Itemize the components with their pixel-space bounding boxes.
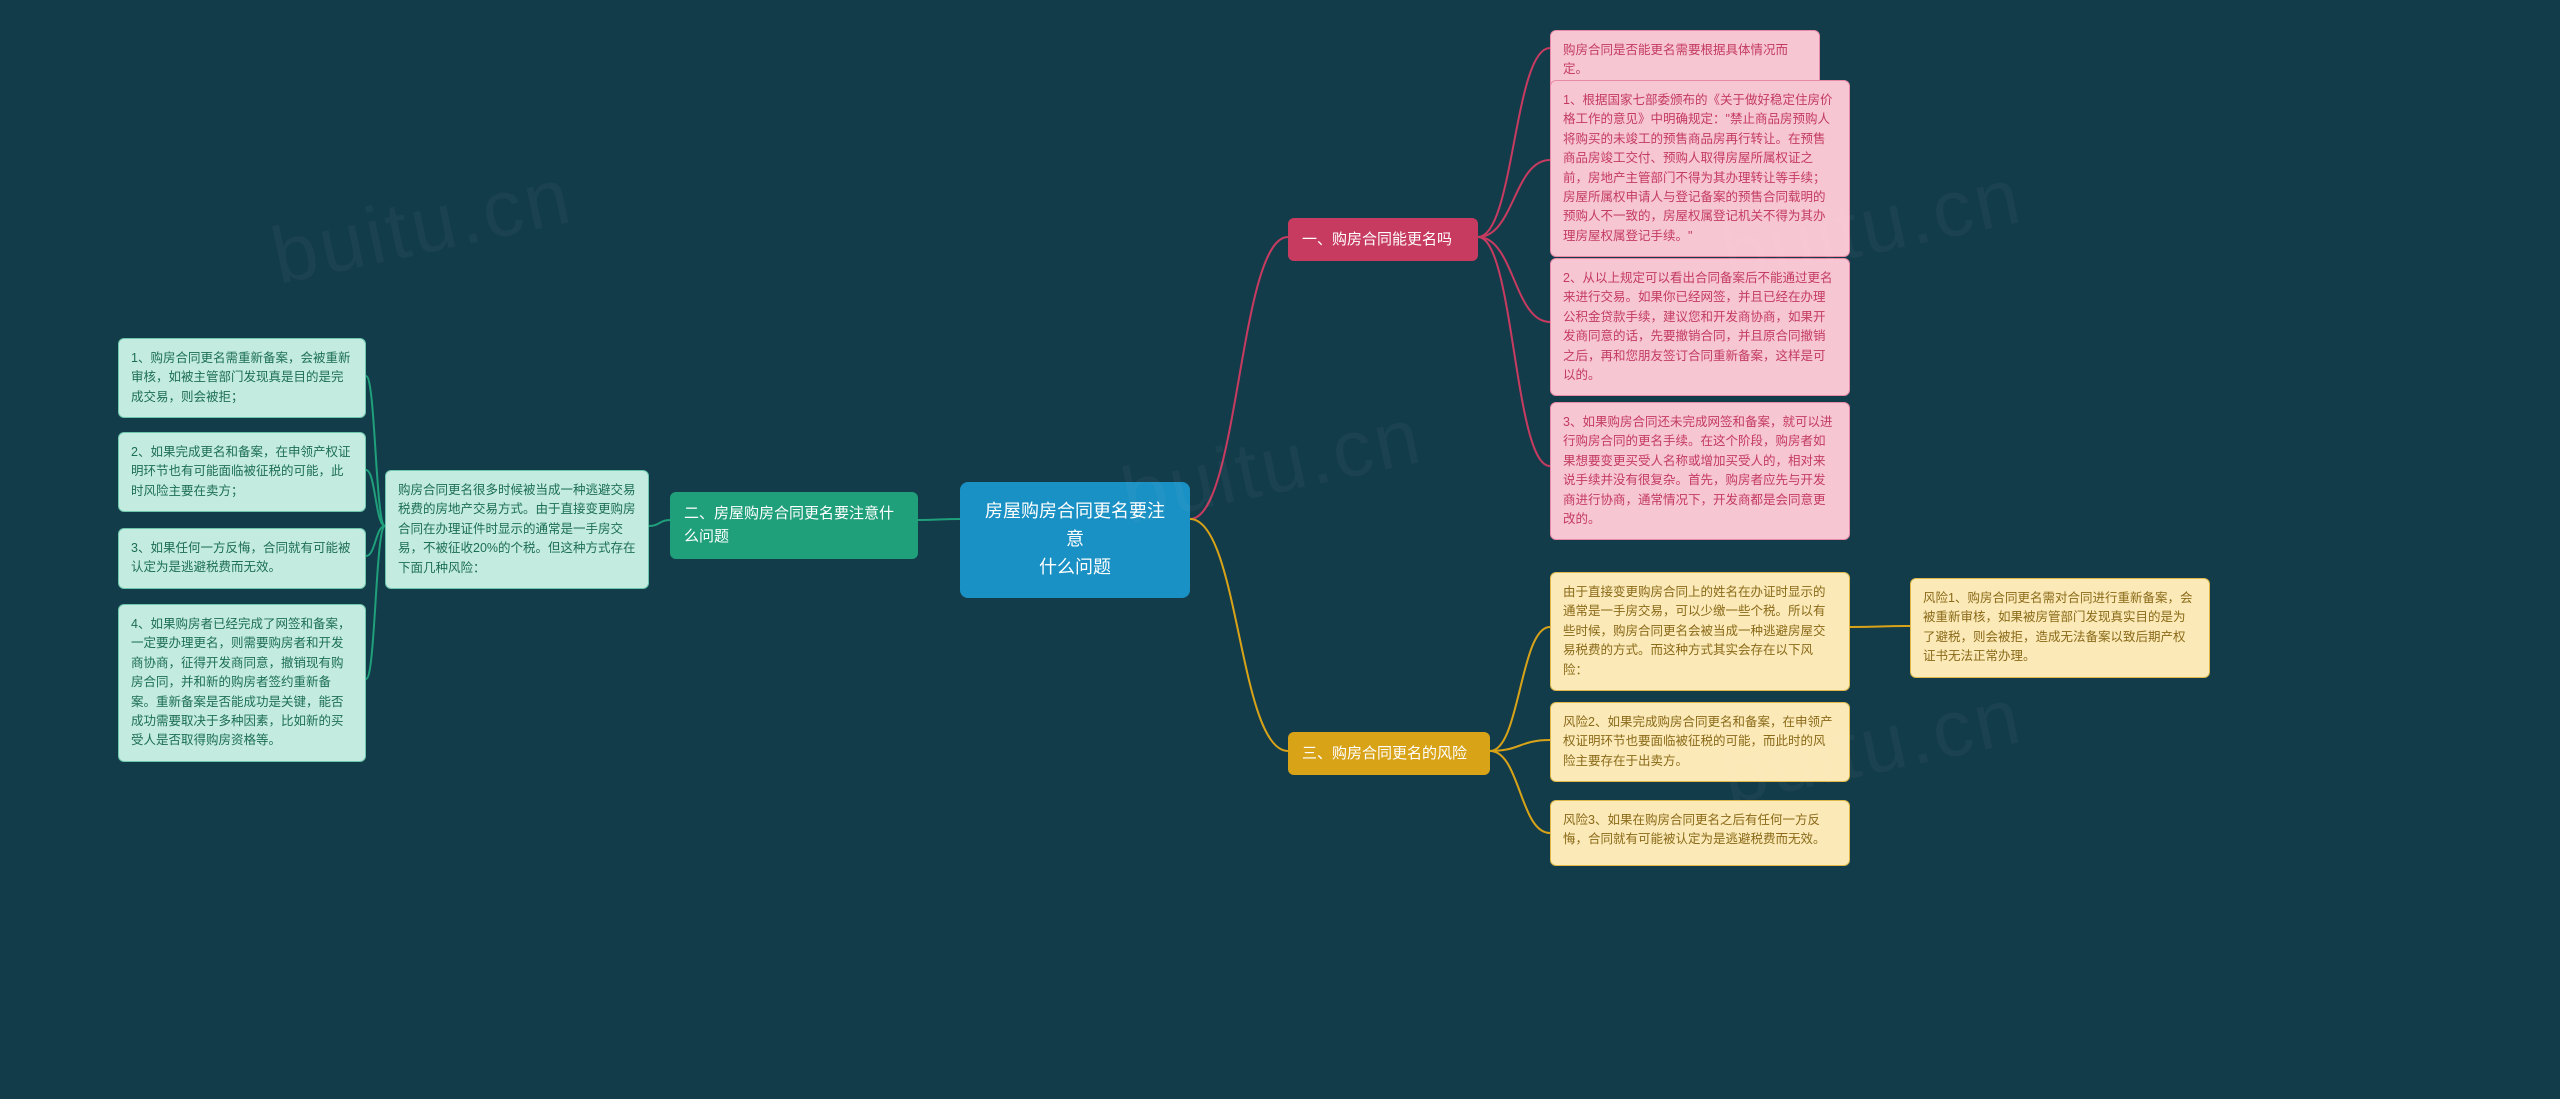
node-b2c3: 3、如果任何一方反悔，合同就有可能被认定为是逃避税费而无效。: [118, 528, 366, 589]
node-b3: 三、购房合同更名的风险: [1288, 732, 1490, 775]
node-b2: 二、房屋购房合同更名要注意什么问题: [670, 492, 918, 559]
node-b1c4: 3、如果购房合同还未完成网签和备案，就可以进行购房合同的更名手续。在这个阶段，购…: [1550, 402, 1850, 540]
node-b3c3: 风险3、如果在购房合同更名之后有任何一方反悔，合同就有可能被认定为是逃避税费而无…: [1550, 800, 1850, 866]
node-b3c0a: 风险1、购房合同更名需对合同进行重新备案，会被重新审核，如果被房管部门发现真实目…: [1910, 578, 2210, 678]
node-b1: 一、购房合同能更名吗: [1288, 218, 1478, 261]
node-b3c2: 风险2、如果完成购房合同更名和备案，在申领产权证明环节也要面临被征税的可能，而此…: [1550, 702, 1850, 782]
node-root: 房屋购房合同更名要注意 什么问题: [960, 482, 1190, 598]
node-b2c0: 购房合同更名很多时候被当成一种逃避交易税费的房地产交易方式。由于直接变更购房合同…: [385, 470, 649, 589]
node-b1c2: 1、根据国家七部委颁布的《关于做好稳定住房价格工作的意见》中明确规定："禁止商品…: [1550, 80, 1850, 257]
node-b2c2: 2、如果完成更名和备案，在申领产权证明环节也有可能面临被征税的可能，此时风险主要…: [118, 432, 366, 512]
node-b1c3: 2、从以上规定可以看出合同备案后不能通过更名来进行交易。如果你已经网签，并且已经…: [1550, 258, 1850, 396]
node-b3c0: 由于直接变更购房合同上的姓名在办证时显示的通常是一手房交易，可以少缴一些个税。所…: [1550, 572, 1850, 691]
watermark: buitu.cn: [264, 149, 581, 302]
edge-layer: [0, 0, 2560, 1099]
node-b2c4: 4、如果购房者已经完成了网签和备案，一定要办理更名，则需要购房者和开发商协商，征…: [118, 604, 366, 762]
node-b2c1: 1、购房合同更名需重新备案，会被重新审核，如被主管部门发现真是目的是完成交易，则…: [118, 338, 366, 418]
